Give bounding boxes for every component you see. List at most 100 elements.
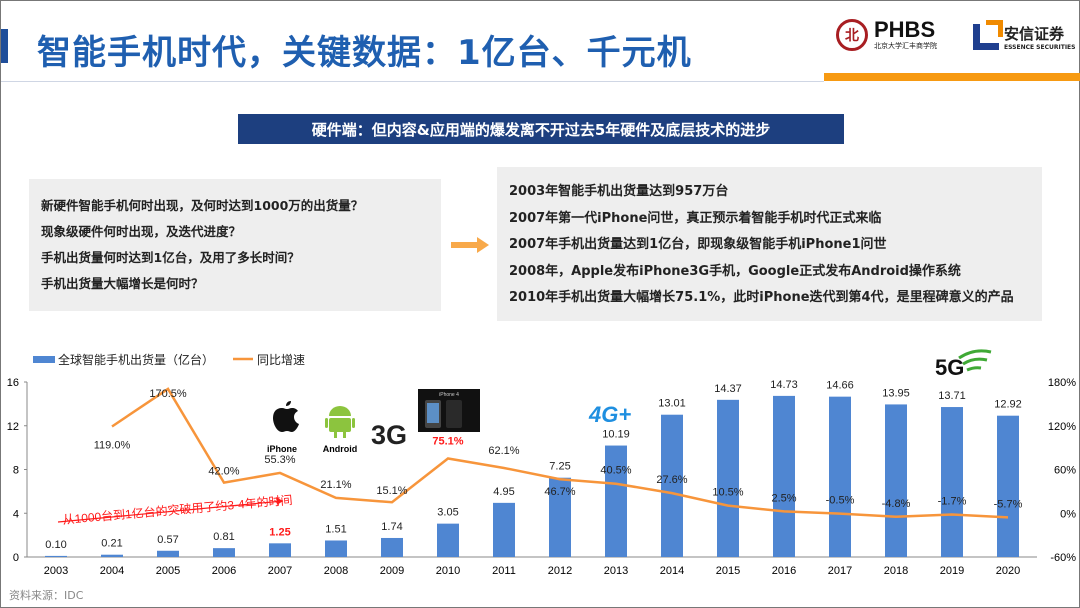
phbs-name: PHBS [874,17,936,42]
bar-label-2020: 12.92 [994,399,1022,411]
right-tick-label: 180% [1048,377,1076,389]
apple-iphone-icon: iPhone [267,401,299,454]
legend-line-label: 同比增速 [257,353,305,367]
source-note: 资料来源：IDC [9,589,84,602]
line-label-2020: -5.7% [994,498,1023,510]
bar-label-2009: 1.74 [381,521,402,533]
legend-bar-label: 全球智能手机出货量（亿台） [58,352,214,367]
section-banner: 硬件端：但内容&应用端的爆发离不开过去5年硬件及底层技术的进步 [238,114,844,144]
left-tick-label: 12 [7,421,19,433]
svg-text:5G: 5G [935,355,964,380]
page-title: 智能手机时代，关键数据：1亿台、千元机 [37,33,692,73]
bar-2019 [941,407,963,557]
annotation-arrow [57,497,284,523]
bar-label-2007: 1.25 [269,526,290,538]
right-tick-label: -60% [1050,552,1076,564]
phbs-logo: 北 PHBS 北京大学汇丰商学院 [836,19,937,51]
x-tick-label: 2004 [100,565,124,577]
bar-2014 [661,414,683,557]
bar-label-2004: 0.21 [101,538,122,550]
line-label-2013: 40.5% [600,465,631,477]
4g-icon: 4G+ [588,402,631,427]
left-tick-label: 8 [13,465,19,477]
right-arrow-icon [451,237,489,253]
answer-item: 2008年，Apple发布iPhone3G手机，Google正式发布Androi… [509,263,961,279]
answer-item: 2007年第一代iPhone问世，真正预示着智能手机时代正式来临 [509,210,882,226]
essence-logo: 安信证券 ESSENCE SECURITIES [973,20,1076,51]
right-tick-label: 60% [1054,465,1076,477]
x-tick-label: 2019 [940,565,964,577]
line-label-2011: 62.1% [488,445,519,457]
answers-box: 2003年智能手机出货量达到957万台 2007年第一代iPhone问世，真正预… [497,167,1042,321]
phbs-subtitle: 北京大学汇丰商学院 [874,42,937,50]
bar-label-2005: 0.57 [157,534,178,546]
bar-2013 [605,445,627,557]
bar-2006 [213,548,235,557]
bar-2017 [829,396,851,557]
essence-name: 安信证券 [1004,25,1065,43]
iphone4-label: iPhone 4 [439,392,459,398]
x-tick-label: 2005 [156,565,180,577]
line-label-2014: 27.6% [656,474,687,486]
line-label-2019: -1.7% [938,495,967,507]
header-accent-divider [824,73,1080,81]
bar-2011 [493,502,515,557]
x-tick-label: 2008 [324,565,348,577]
line-label-2012: 46.7% [544,486,575,498]
x-tick-label: 2007 [268,565,292,577]
bar-label-2012: 7.25 [549,461,570,473]
x-tick-label: 2003 [44,565,68,577]
x-tick-label: 2014 [660,565,684,577]
pku-seal-icon: 北 [836,19,868,51]
title-accent-bar [1,29,8,63]
x-tick-label: 2018 [884,565,908,577]
5g-icon: 5G [935,349,992,380]
iphone4-image: iPhone 4 [418,389,480,432]
bar-label-2006: 0.81 [213,531,234,543]
annotation-text: 从1000台到1亿台的突破用了约3-4年的时间 [62,492,293,527]
shipment-chart: 全球智能手机出货量（亿台） 同比增速 0 4 8 12 16 -60% 0% 60% 120% 1… [7,349,1076,577]
x-tick-label: 2009 [380,565,404,577]
bar-2018 [885,404,907,557]
x-tick-label: 2015 [716,565,740,577]
line-label-2005: 170.5% [149,388,187,400]
bar-2004 [101,554,123,557]
bar-2008 [325,540,347,557]
android-icon: Android [323,406,357,454]
bar-label-2003: 0.10 [45,539,66,551]
line-label-2009: 15.1% [376,485,407,497]
bar-label-2016: 14.73 [770,379,798,391]
line-label-2006: 42.0% [208,466,239,478]
bar-2009 [381,537,403,557]
line-label-2016: 2.5% [771,492,796,504]
question-item: 新硬件智能手机何时出现，及何时达到1000万的出货量？ [41,198,364,213]
legend-bar-swatch [33,356,55,363]
line-label-2008: 21.1% [320,479,351,491]
iphone-label: iPhone [267,444,297,454]
bar-label-2017: 14.66 [826,380,854,392]
bar-label-2011: 4.95 [493,486,514,498]
x-tick-label: 2012 [548,565,572,577]
bar-2005 [157,550,179,557]
bar-2015 [717,399,739,557]
bar-2020 [997,415,1019,557]
3g-icon: 3G [371,420,407,450]
right-tick-label: 0% [1060,508,1076,520]
essence-subtitle: ESSENCE SECURITIES [1004,44,1076,51]
right-tick-label: 120% [1048,421,1076,433]
answer-item: 2003年智能手机出货量达到957万台 [509,184,729,199]
x-tick-label: 2006 [212,565,236,577]
line-label-2018: -4.8% [882,498,911,510]
bar-label-2013: 10.19 [602,429,630,441]
line-label-2007: 55.3% [264,454,295,466]
x-tick-label: 2010 [436,565,460,577]
x-tick-label: 2016 [772,565,796,577]
header-divider [1,81,824,82]
bar-label-2008: 1.51 [325,523,346,535]
x-tick-label: 2017 [828,565,852,577]
left-tick-label: 16 [7,377,19,389]
bar-label-2019: 13.71 [938,390,966,402]
answer-item: 2007年手机出货量达到1亿台，即现象级智能手机iPhone1问世 [509,237,887,252]
answer-item: 2010年手机出货量大幅增长75.1%，此时iPhone迭代到第4代，是里程碑意… [509,290,1014,305]
left-tick-label: 4 [13,508,19,520]
